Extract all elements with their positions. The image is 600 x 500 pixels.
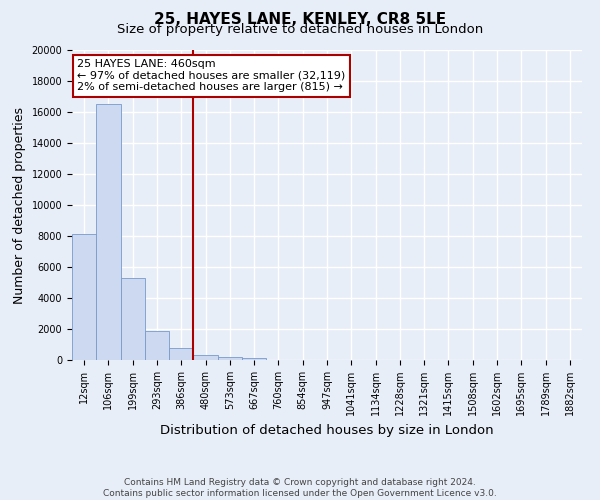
Bar [218, 357, 242, 360]
Text: Size of property relative to detached houses in London: Size of property relative to detached ho… [117, 22, 483, 36]
Bar [72, 234, 96, 360]
Bar [169, 348, 193, 360]
Text: Contains HM Land Registry data © Crown copyright and database right 2024.
Contai: Contains HM Land Registry data © Crown c… [103, 478, 497, 498]
Bar [96, 104, 121, 360]
Bar [121, 278, 145, 360]
Bar [145, 332, 169, 360]
Y-axis label: Number of detached properties: Number of detached properties [13, 106, 26, 304]
Bar [193, 354, 218, 360]
Text: 25, HAYES LANE, KENLEY, CR8 5LE: 25, HAYES LANE, KENLEY, CR8 5LE [154, 12, 446, 28]
Bar [242, 358, 266, 360]
Text: 25 HAYES LANE: 460sqm
← 97% of detached houses are smaller (32,119)
2% of semi-d: 25 HAYES LANE: 460sqm ← 97% of detached … [77, 60, 346, 92]
X-axis label: Distribution of detached houses by size in London: Distribution of detached houses by size … [160, 424, 494, 436]
